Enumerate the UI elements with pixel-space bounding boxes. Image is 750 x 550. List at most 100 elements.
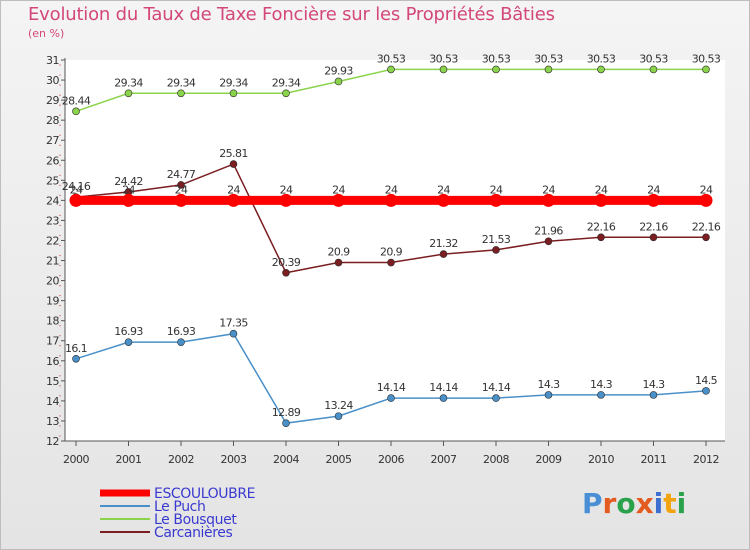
x-tick-label: 2007 [431,453,457,466]
logo-letter: t [663,487,677,520]
data-point [437,193,450,207]
data-point [72,107,80,116]
data-point [124,338,133,346]
y-tick-label: 17 [46,335,59,348]
data-point [332,193,345,207]
data-point [334,77,343,86]
data-label: 24 [595,183,608,196]
data-point [387,65,395,74]
x-tick-label: 2012 [693,453,719,466]
x-tick-label: 2009 [536,453,562,466]
data-point [229,329,238,338]
y-minor-dot [59,234,61,237]
y-minor-dot [59,335,61,337]
data-label: 22.16 [692,220,721,233]
y-tick-label: 29 [46,94,59,107]
y-tick-label: 13 [46,415,59,428]
data-point [282,268,290,277]
unit-label: (en %) [28,27,65,40]
y-minor-dot [59,214,61,217]
data-label: 24.77 [167,168,196,181]
y-minor-dot [59,194,61,196]
data-point [702,65,710,74]
data-point [544,237,553,246]
y-minor-dot [59,164,61,166]
chart-title: Evolution du Taux de Taxe Foncière sur l… [28,4,555,25]
data-point [439,394,448,402]
y-minor-dot [59,134,61,136]
x-tick-label: 2001 [116,453,142,466]
logo-letter: i [676,487,687,520]
data-label: 24 [385,183,398,196]
data-point [174,193,188,207]
y-tick-label: 27 [46,134,59,147]
y-minor-dot [59,415,61,417]
data-point [177,181,185,189]
data-label: 28.44 [62,94,91,107]
data-label: 24 [70,183,83,196]
y-minor-dot [59,124,61,126]
y-minor-dot [59,254,61,257]
data-point [492,65,500,74]
data-point [647,193,660,207]
data-point [282,419,290,427]
data-label: 24 [700,183,713,196]
y-tick-label: 24 [46,194,59,207]
y-minor-dot [59,405,61,407]
y-minor-dot [59,425,61,427]
data-label: 29.93 [324,64,353,77]
data-point [124,89,133,98]
data-label: 16.93 [167,325,196,338]
data-point [702,387,710,395]
legend-label: Le Puch [154,499,205,515]
x-tick-label: 2000 [63,453,89,466]
data-label: 20.39 [272,256,301,269]
data-label: 24 [280,183,293,196]
data-point [387,394,395,402]
data-point [72,354,80,363]
data-label: 14.5 [695,374,718,387]
x-tick-label: 2005 [326,453,352,466]
x-tick-label: 2006 [378,453,404,466]
legend-label: Le Bousquet [154,512,237,528]
data-point [279,193,293,207]
data-label: 30.53 [692,52,721,65]
data-label: 17.35 [219,317,248,330]
y-tick-label: 26 [46,154,59,167]
y-minor-dot [59,345,61,347]
y-tick-label: 16 [46,355,59,368]
y-minor-dot [59,94,61,96]
y-minor-dot [59,104,61,106]
y-minor-dot [59,305,61,307]
data-label: 24 [227,183,240,196]
y-minor-dot [59,244,61,247]
data-point [334,412,343,420]
data-point [439,250,448,258]
y-tick-label: 22 [46,234,59,247]
data-point [544,65,553,74]
data-point [597,65,605,74]
data-label: 30.53 [482,52,511,65]
data-label: 14.14 [377,381,406,394]
data-point [594,193,608,207]
data-point [492,394,500,402]
data-label: 24 [647,183,660,196]
x-tick-label: 2002 [168,453,194,466]
y-minor-dot [59,74,61,76]
y-minor-dot [59,204,61,206]
y-tick-label: 25 [46,174,59,187]
proxiti-logo: Proxiti [582,487,686,520]
y-minor-dot [59,435,61,437]
data-point [492,246,500,254]
data-point [649,391,658,399]
y-minor-dot [59,144,61,146]
data-label: 29.34 [219,76,248,89]
logo-letter: x [635,487,654,520]
x-tick-label: 2011 [641,453,667,466]
data-label: 25.81 [219,147,248,160]
data-point [177,89,185,98]
y-minor-dot [59,295,61,297]
data-label: 24 [542,183,555,196]
y-minor-dot [59,224,61,227]
